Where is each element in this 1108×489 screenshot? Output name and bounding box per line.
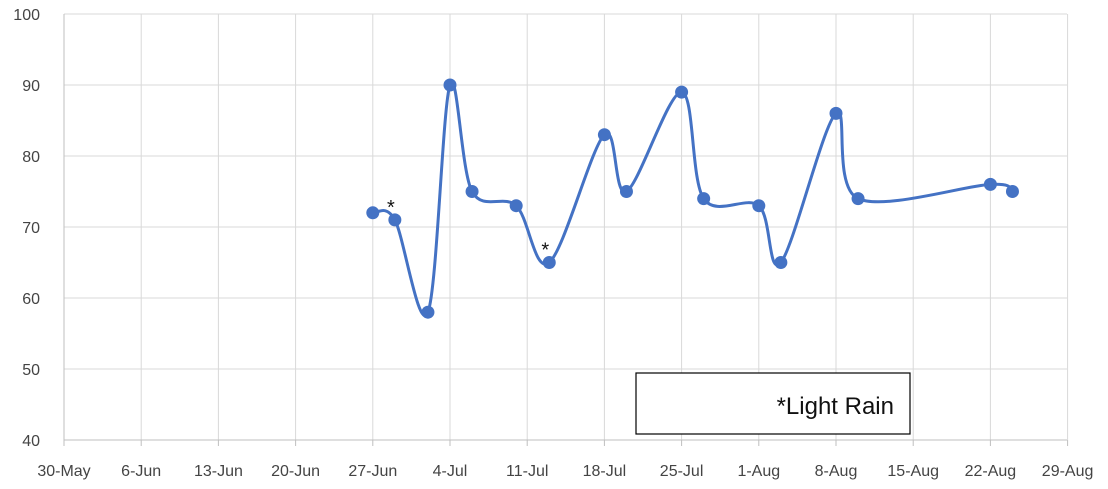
y-tick-label: 90 xyxy=(22,78,40,95)
x-tick-label: 13-Jun xyxy=(194,463,243,480)
y-tick-label: 50 xyxy=(22,362,40,379)
axis-lines xyxy=(63,14,1069,446)
data-point xyxy=(619,185,633,198)
data-point xyxy=(542,256,556,269)
data-point xyxy=(752,199,766,213)
data-point xyxy=(366,206,380,220)
x-tick-label: 25-Jul xyxy=(660,463,704,480)
data-point xyxy=(851,192,865,206)
series-group: ** xyxy=(366,78,1019,319)
x-tick-label: 1-Aug xyxy=(737,463,780,480)
data-point xyxy=(597,128,611,142)
x-tick-label: 20-Jun xyxy=(271,463,320,480)
rain-annotation: * xyxy=(541,240,549,262)
data-point xyxy=(675,85,689,99)
data-point xyxy=(509,199,523,213)
x-tick-label: 11-Jul xyxy=(506,463,548,480)
data-point xyxy=(443,78,457,92)
x-tick-label: 30-May xyxy=(37,463,90,480)
y-tick-label: 100 xyxy=(13,7,40,24)
series-line xyxy=(372,81,1014,317)
x-tick-label: 27-Jun xyxy=(348,463,397,480)
data-point xyxy=(465,185,479,198)
legend-note-text: *Light Rain xyxy=(777,393,894,420)
x-tick-label: 18-Jul xyxy=(583,463,627,480)
legend-box: *Light Rain xyxy=(635,372,911,435)
data-point xyxy=(1005,185,1019,198)
x-tick-label: 22-Aug xyxy=(965,463,1017,480)
data-point xyxy=(388,213,402,227)
data-point xyxy=(697,192,711,206)
y-tick-label: 60 xyxy=(22,291,40,308)
y-tick-label: 80 xyxy=(22,149,40,166)
x-tick-label: 8-Aug xyxy=(815,463,858,480)
x-tick-label: 6-Jun xyxy=(121,463,161,480)
legend-frame xyxy=(635,372,911,435)
tick-labels: 40 50 60 70 80 90 100 30-May 6-Jun 13-Jun 20-Jun 27… xyxy=(13,7,1093,480)
x-tick-label: 4-Jul xyxy=(433,463,468,480)
data-point xyxy=(983,177,997,191)
x-tick-label: 15-Aug xyxy=(887,463,939,480)
x-tick-label: 29-Aug xyxy=(1042,463,1094,480)
data-point xyxy=(774,256,788,269)
y-tick-label: 40 xyxy=(22,433,40,450)
y-tick-label: 70 xyxy=(22,220,40,237)
rain-annotation: * xyxy=(387,197,395,219)
data-point xyxy=(829,106,843,120)
data-point xyxy=(421,305,435,319)
